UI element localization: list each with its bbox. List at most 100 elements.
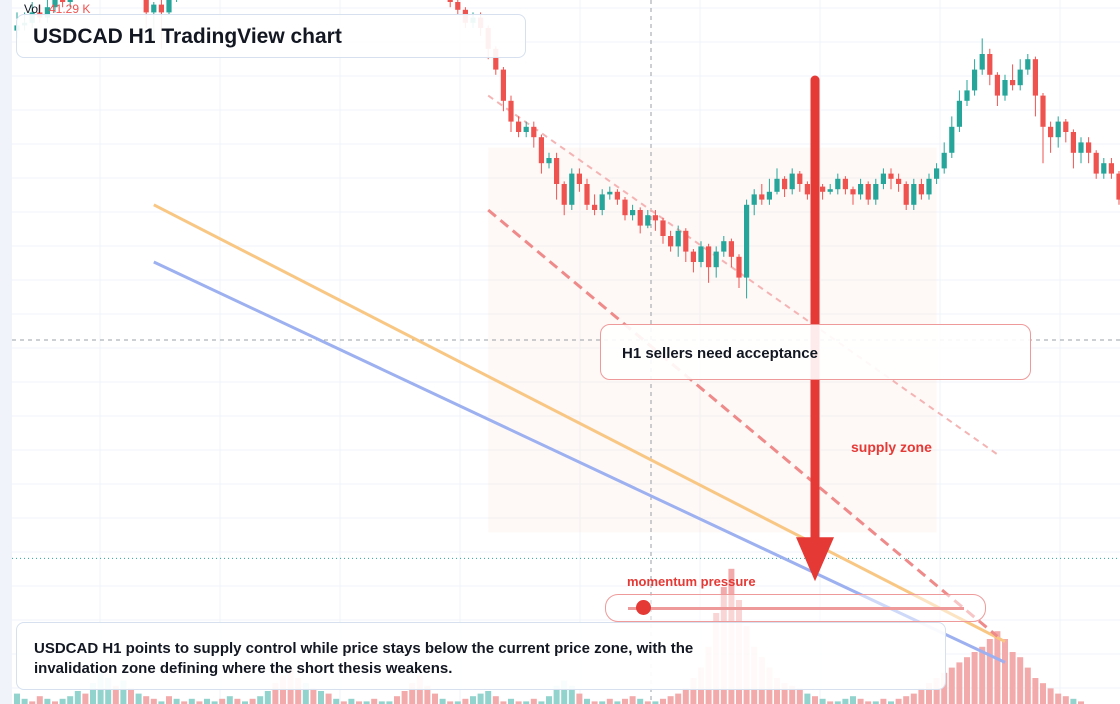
candle-body [865, 184, 871, 200]
momentum-knob [636, 600, 651, 615]
volume-bar [629, 696, 636, 704]
volume-bar [59, 698, 66, 704]
volume-bar [105, 678, 112, 704]
candle-body [447, 0, 453, 2]
volume-bar [667, 696, 674, 704]
volume-bar [1009, 652, 1016, 704]
volume-bar [682, 688, 689, 704]
candle-body [151, 4, 157, 13]
volume-bar [644, 701, 651, 704]
volume-bar [880, 698, 887, 704]
volume-bar [857, 698, 864, 704]
candle-body [660, 220, 666, 236]
volume-bar [561, 680, 568, 704]
volume-bar [318, 691, 324, 704]
volume-bar [67, 696, 74, 704]
candle-body [561, 184, 567, 205]
volume-bar [910, 693, 917, 704]
momentum-gauge [605, 594, 986, 622]
candle-body [1086, 142, 1092, 153]
volume-bar [1002, 639, 1008, 704]
volume-bar [796, 688, 803, 704]
volume-bar [903, 696, 910, 704]
candle-body [994, 74, 1000, 96]
volume-bar [454, 701, 461, 704]
volume-bar [112, 685, 119, 704]
volume-bar [21, 698, 28, 704]
candle-body [766, 191, 772, 200]
candle-body [1032, 59, 1038, 96]
candle-body [1017, 69, 1023, 86]
title-card: USDCAD H1 TradingView chart [16, 14, 526, 58]
candle-body [911, 184, 917, 205]
note-text: H1 sellers need acceptance [622, 345, 818, 362]
candle-body [607, 191, 613, 195]
volume-bar [196, 701, 203, 704]
volume-bar [356, 701, 362, 704]
volume-bar [637, 698, 644, 704]
candle-body [987, 54, 993, 75]
candle-body [858, 184, 864, 195]
volume-bar [500, 701, 507, 704]
volume-bar [371, 698, 378, 704]
candle-body [979, 54, 985, 70]
volume-bar [310, 688, 317, 704]
volume-bar [1017, 657, 1024, 704]
candle-body [1048, 126, 1054, 138]
volume-value: 41.29 K [49, 2, 91, 16]
volume-bar [394, 696, 400, 704]
candle-body [546, 158, 552, 164]
candle-body [835, 178, 841, 190]
candle-body [804, 184, 810, 195]
volume-bar [272, 683, 279, 704]
volume-bar [264, 691, 271, 704]
volume-bar [895, 698, 902, 704]
candle-body [683, 230, 689, 252]
volume-bar [599, 701, 606, 704]
volume-bar [14, 693, 20, 704]
candle-body [523, 126, 529, 132]
volume-bar [918, 688, 925, 704]
candle-body [569, 173, 575, 205]
volume-bar [865, 701, 872, 704]
candle-body [508, 100, 514, 122]
volume-bar [850, 696, 856, 704]
volume-bar [584, 698, 590, 704]
candle-body [941, 152, 947, 169]
candle-body [599, 194, 605, 210]
volume-bar [804, 693, 811, 704]
volume-bar [994, 631, 1001, 704]
candle-body [782, 178, 788, 190]
candle-body [1101, 163, 1107, 174]
volume-bar [660, 698, 666, 704]
note-card: H1 sellers need acceptance [600, 324, 1031, 380]
volume-bar [591, 701, 598, 704]
volume-bar [401, 691, 408, 704]
volume-bar [485, 691, 492, 704]
volume-bar [872, 701, 879, 704]
candle-body [668, 236, 674, 247]
candle-body [850, 189, 856, 195]
volume-bar [52, 701, 58, 704]
volume-bar [348, 698, 355, 704]
volume-bar [812, 696, 818, 704]
trendline-pink [487, 208, 999, 638]
candle-body [842, 178, 848, 190]
candle-body [744, 204, 750, 278]
candle-body [493, 48, 499, 70]
volume-bar [614, 701, 621, 704]
volume-bar [538, 701, 545, 704]
volume-bar [948, 667, 955, 704]
volume-bar [302, 683, 309, 704]
volume-bar [1047, 688, 1054, 704]
volume-bar [523, 701, 530, 704]
volume-bar [462, 698, 469, 704]
candle-body [1040, 95, 1046, 127]
candle-body [455, 2, 461, 10]
candle-body [592, 204, 598, 210]
volume-bar [409, 683, 416, 704]
volume-bar [447, 701, 454, 704]
volume-bar [432, 693, 438, 704]
volume-bar [143, 696, 150, 704]
